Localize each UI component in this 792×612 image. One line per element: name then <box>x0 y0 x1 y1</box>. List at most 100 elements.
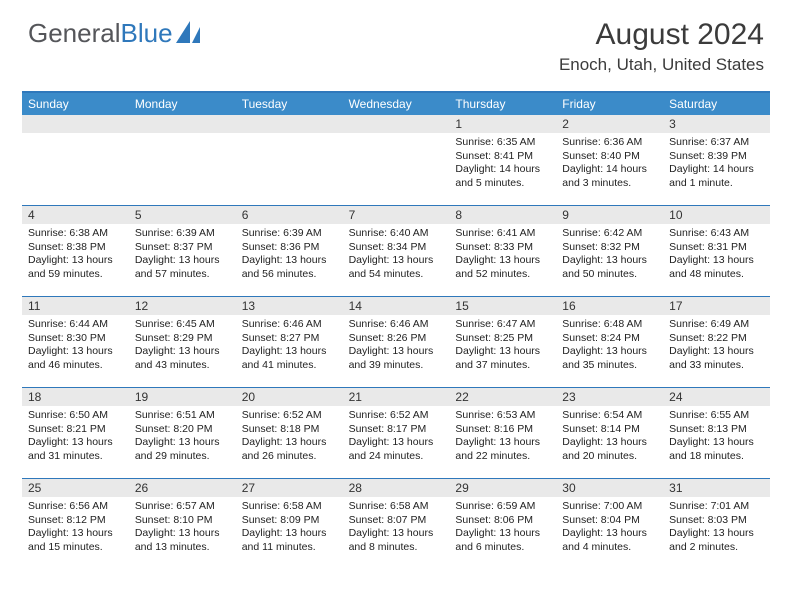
sunrise-line: Sunrise: 6:52 AM <box>349 409 444 423</box>
calendar: SundayMondayTuesdayWednesdayThursdayFrid… <box>22 91 770 569</box>
weekday-header: Wednesday <box>343 93 450 115</box>
weeks-container: 1Sunrise: 6:35 AMSunset: 8:41 PMDaylight… <box>22 115 770 569</box>
calendar-week-row: 25Sunrise: 6:56 AMSunset: 8:12 PMDayligh… <box>22 478 770 569</box>
day-number: 31 <box>663 479 770 497</box>
day-number: 12 <box>129 297 236 315</box>
day-number: 11 <box>22 297 129 315</box>
sunset-line: Sunset: 8:33 PM <box>455 241 550 255</box>
day-detail-text: Sunrise: 6:48 AMSunset: 8:24 PMDaylight:… <box>556 315 663 376</box>
day-number <box>236 115 343 133</box>
sunset-line: Sunset: 8:34 PM <box>349 241 444 255</box>
day-number: 21 <box>343 388 450 406</box>
day-detail-text: Sunrise: 6:43 AMSunset: 8:31 PMDaylight:… <box>663 224 770 285</box>
daylight-line: Daylight: 13 hours and 56 minutes. <box>242 254 337 281</box>
calendar-week-row: 1Sunrise: 6:35 AMSunset: 8:41 PMDaylight… <box>22 115 770 205</box>
sunrise-line: Sunrise: 6:54 AM <box>562 409 657 423</box>
daylight-line: Daylight: 13 hours and 26 minutes. <box>242 436 337 463</box>
day-detail-text: Sunrise: 6:40 AMSunset: 8:34 PMDaylight:… <box>343 224 450 285</box>
calendar-day-cell: 12Sunrise: 6:45 AMSunset: 8:29 PMDayligh… <box>129 297 236 387</box>
daylight-line: Daylight: 13 hours and 6 minutes. <box>455 527 550 554</box>
sunrise-line: Sunrise: 6:47 AM <box>455 318 550 332</box>
calendar-day-cell: 16Sunrise: 6:48 AMSunset: 8:24 PMDayligh… <box>556 297 663 387</box>
sunset-line: Sunset: 8:20 PM <box>135 423 230 437</box>
sunrise-line: Sunrise: 6:46 AM <box>242 318 337 332</box>
daylight-line: Daylight: 13 hours and 31 minutes. <box>28 436 123 463</box>
daylight-line: Daylight: 13 hours and 29 minutes. <box>135 436 230 463</box>
sunrise-line: Sunrise: 6:57 AM <box>135 500 230 514</box>
logo: GeneralBlue <box>28 18 204 49</box>
day-number: 22 <box>449 388 556 406</box>
sunrise-line: Sunrise: 6:56 AM <box>28 500 123 514</box>
daylight-line: Daylight: 14 hours and 5 minutes. <box>455 163 550 190</box>
sunrise-line: Sunrise: 6:36 AM <box>562 136 657 150</box>
calendar-day-cell: 9Sunrise: 6:42 AMSunset: 8:32 PMDaylight… <box>556 206 663 296</box>
calendar-day-cell: 6Sunrise: 6:39 AMSunset: 8:36 PMDaylight… <box>236 206 343 296</box>
month-title: August 2024 <box>559 18 764 52</box>
day-number: 13 <box>236 297 343 315</box>
day-detail-text: Sunrise: 6:42 AMSunset: 8:32 PMDaylight:… <box>556 224 663 285</box>
sunrise-line: Sunrise: 6:51 AM <box>135 409 230 423</box>
calendar-day-cell <box>343 115 450 205</box>
day-detail-text: Sunrise: 6:41 AMSunset: 8:33 PMDaylight:… <box>449 224 556 285</box>
daylight-line: Daylight: 13 hours and 24 minutes. <box>349 436 444 463</box>
calendar-day-cell: 18Sunrise: 6:50 AMSunset: 8:21 PMDayligh… <box>22 388 129 478</box>
day-detail-text: Sunrise: 6:37 AMSunset: 8:39 PMDaylight:… <box>663 133 770 194</box>
day-number: 7 <box>343 206 450 224</box>
calendar-day-cell: 1Sunrise: 6:35 AMSunset: 8:41 PMDaylight… <box>449 115 556 205</box>
calendar-day-cell: 10Sunrise: 6:43 AMSunset: 8:31 PMDayligh… <box>663 206 770 296</box>
calendar-day-cell: 22Sunrise: 6:53 AMSunset: 8:16 PMDayligh… <box>449 388 556 478</box>
day-number: 14 <box>343 297 450 315</box>
day-number: 27 <box>236 479 343 497</box>
daylight-line: Daylight: 13 hours and 52 minutes. <box>455 254 550 281</box>
daylight-line: Daylight: 13 hours and 41 minutes. <box>242 345 337 372</box>
sunset-line: Sunset: 8:32 PM <box>562 241 657 255</box>
day-number: 6 <box>236 206 343 224</box>
weekday-header: Tuesday <box>236 93 343 115</box>
daylight-line: Daylight: 13 hours and 48 minutes. <box>669 254 764 281</box>
daylight-line: Daylight: 13 hours and 8 minutes. <box>349 527 444 554</box>
day-detail-text: Sunrise: 6:46 AMSunset: 8:26 PMDaylight:… <box>343 315 450 376</box>
day-number: 5 <box>129 206 236 224</box>
sunrise-line: Sunrise: 6:50 AM <box>28 409 123 423</box>
sunrise-line: Sunrise: 6:55 AM <box>669 409 764 423</box>
daylight-line: Daylight: 13 hours and 59 minutes. <box>28 254 123 281</box>
day-detail-text: Sunrise: 6:52 AMSunset: 8:18 PMDaylight:… <box>236 406 343 467</box>
day-detail-text: Sunrise: 6:52 AMSunset: 8:17 PMDaylight:… <box>343 406 450 467</box>
daylight-line: Daylight: 13 hours and 37 minutes. <box>455 345 550 372</box>
day-number: 23 <box>556 388 663 406</box>
day-detail-text: Sunrise: 6:47 AMSunset: 8:25 PMDaylight:… <box>449 315 556 376</box>
sunset-line: Sunset: 8:27 PM <box>242 332 337 346</box>
sunrise-line: Sunrise: 6:40 AM <box>349 227 444 241</box>
logo-text-general: General <box>28 18 121 49</box>
day-number: 16 <box>556 297 663 315</box>
sunset-line: Sunset: 8:31 PM <box>669 241 764 255</box>
day-number: 26 <box>129 479 236 497</box>
sunset-line: Sunset: 8:09 PM <box>242 514 337 528</box>
weekday-header: Friday <box>556 93 663 115</box>
daylight-line: Daylight: 13 hours and 35 minutes. <box>562 345 657 372</box>
day-number: 3 <box>663 115 770 133</box>
calendar-day-cell: 23Sunrise: 6:54 AMSunset: 8:14 PMDayligh… <box>556 388 663 478</box>
calendar-day-cell: 7Sunrise: 6:40 AMSunset: 8:34 PMDaylight… <box>343 206 450 296</box>
calendar-day-cell: 20Sunrise: 6:52 AMSunset: 8:18 PMDayligh… <box>236 388 343 478</box>
daylight-line: Daylight: 13 hours and 15 minutes. <box>28 527 123 554</box>
sunset-line: Sunset: 8:39 PM <box>669 150 764 164</box>
sunrise-line: Sunrise: 6:37 AM <box>669 136 764 150</box>
daylight-line: Daylight: 13 hours and 20 minutes. <box>562 436 657 463</box>
daylight-line: Daylight: 13 hours and 50 minutes. <box>562 254 657 281</box>
daylight-line: Daylight: 13 hours and 11 minutes. <box>242 527 337 554</box>
daylight-line: Daylight: 13 hours and 43 minutes. <box>135 345 230 372</box>
sunset-line: Sunset: 8:26 PM <box>349 332 444 346</box>
day-detail-text: Sunrise: 6:46 AMSunset: 8:27 PMDaylight:… <box>236 315 343 376</box>
calendar-day-cell: 24Sunrise: 6:55 AMSunset: 8:13 PMDayligh… <box>663 388 770 478</box>
sunset-line: Sunset: 8:37 PM <box>135 241 230 255</box>
daylight-line: Daylight: 13 hours and 33 minutes. <box>669 345 764 372</box>
day-number: 17 <box>663 297 770 315</box>
sunrise-line: Sunrise: 6:42 AM <box>562 227 657 241</box>
calendar-day-cell <box>236 115 343 205</box>
daylight-line: Daylight: 14 hours and 3 minutes. <box>562 163 657 190</box>
sunset-line: Sunset: 8:16 PM <box>455 423 550 437</box>
day-number: 30 <box>556 479 663 497</box>
calendar-day-cell: 5Sunrise: 6:39 AMSunset: 8:37 PMDaylight… <box>129 206 236 296</box>
sunrise-line: Sunrise: 7:00 AM <box>562 500 657 514</box>
